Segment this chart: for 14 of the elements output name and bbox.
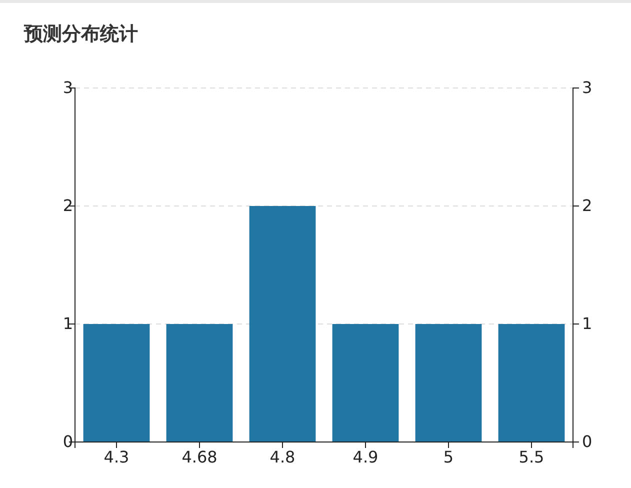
y-tick-label: 1 — [62, 314, 73, 334]
y-tick-label: 2 — [62, 196, 73, 216]
x-tick-label: 4.68 — [182, 447, 218, 466]
chart-title: 预测分布统计 — [23, 23, 138, 45]
x-tick-label: 5 — [443, 447, 454, 466]
x-tick-label: 4.9 — [352, 447, 378, 466]
y2-tick-label: 0 — [582, 432, 592, 452]
x-tick-label: 4.8 — [270, 447, 296, 466]
x-tick-label: 5.5 — [518, 447, 544, 466]
y2-tick-label: 1 — [582, 314, 592, 334]
y2-tick-label: 2 — [582, 196, 592, 216]
y-tick-label: 0 — [62, 432, 73, 452]
y2-tick-label: 3 — [582, 78, 592, 98]
x-tick-label: 4.3 — [104, 447, 130, 466]
